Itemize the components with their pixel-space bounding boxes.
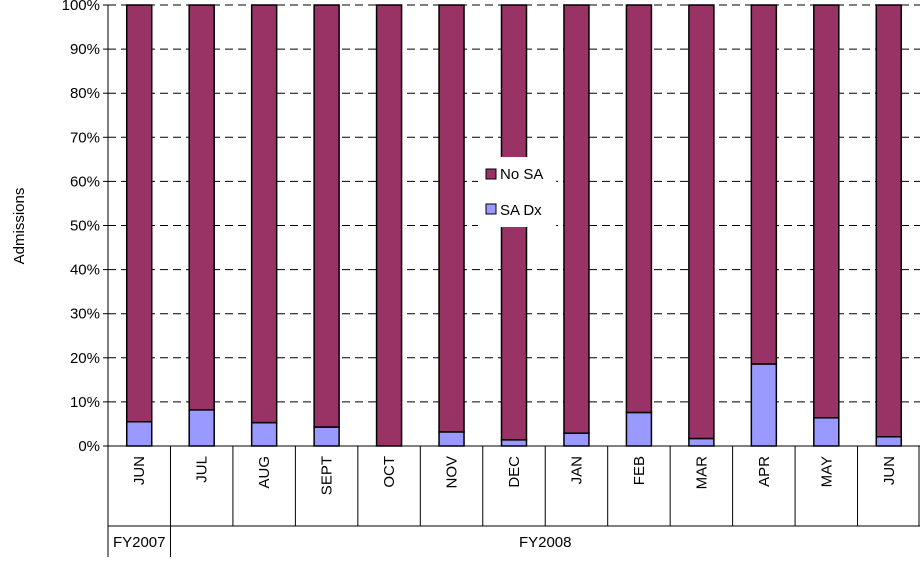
x-group-label: FY2008 xyxy=(519,534,572,551)
y-tick-label: 100% xyxy=(62,0,100,14)
x-tick-label: JAN xyxy=(568,456,585,484)
bar-segment-sa-dx xyxy=(188,409,215,447)
legend-label-no-sa: No SA xyxy=(500,166,543,183)
bar-segment-no-sa xyxy=(188,4,215,411)
legend-swatch-sa-dx xyxy=(485,203,497,215)
bar-segment-no-sa xyxy=(313,4,340,428)
x-tick-label: DEC xyxy=(506,456,523,488)
x-tick-label: NOV xyxy=(444,456,461,489)
bar-segment-sa-dx xyxy=(500,439,528,447)
bar-segment-no-sa xyxy=(250,4,278,424)
bar-segment-no-sa xyxy=(750,4,778,365)
bar-segment-sa-dx xyxy=(250,421,278,447)
bar-segment-sa-dx xyxy=(563,432,590,447)
bar-segment-no-sa xyxy=(375,4,403,447)
bar-segment-sa-dx xyxy=(125,420,153,447)
bar-segment-no-sa xyxy=(438,4,465,433)
y-tick-label: 40% xyxy=(70,262,100,279)
bar-segment-sa-dx xyxy=(625,411,653,447)
bar-segment-no-sa xyxy=(625,4,653,414)
x-tick-label: MAY xyxy=(818,456,835,487)
y-tick-label: 0% xyxy=(78,438,100,455)
x-tick-label: JUL xyxy=(194,456,211,483)
bar-segment-sa-dx xyxy=(750,363,778,447)
bars xyxy=(125,4,903,447)
x-group-labels: FY2007 FY2008 xyxy=(113,526,572,557)
bar-segment-sa-dx xyxy=(313,426,340,447)
x-tick-label: MAR xyxy=(693,456,710,490)
y-tick-label: 90% xyxy=(70,41,100,58)
y-tick-label: 70% xyxy=(70,129,100,146)
y-tick-label: 50% xyxy=(70,218,100,235)
x-tick-label: JUN xyxy=(881,456,898,485)
bar-segment-no-sa xyxy=(875,4,903,438)
y-axis-label: Admissions xyxy=(11,188,28,265)
legend-swatch-no-sa xyxy=(485,168,497,180)
x-tick-label: JUN xyxy=(131,456,148,485)
x-tick-label: FEB xyxy=(631,456,648,485)
y-tick-label: 80% xyxy=(70,85,100,102)
bar-segment-no-sa xyxy=(813,4,840,419)
x-tick-label: AUG xyxy=(256,456,273,489)
legend-label-sa-dx: SA Dx xyxy=(500,202,542,219)
legend: No SA SA Dx xyxy=(478,157,556,227)
bar-segment-no-sa xyxy=(688,4,715,440)
bar-segment-no-sa xyxy=(563,4,590,434)
y-tick-labels: 0% 10% 20% 30% 40% 50% 60% 70% 80% 90% 100% xyxy=(62,0,100,455)
bar-segment-no-sa xyxy=(125,4,153,423)
x-tick-label: APR xyxy=(756,456,773,487)
x-group-label: FY2007 xyxy=(113,534,166,551)
x-tick-label: OCT xyxy=(381,456,398,488)
bar-segment-sa-dx xyxy=(438,431,465,447)
y-tick-label: 60% xyxy=(70,173,100,190)
bar-segment-sa-dx xyxy=(688,437,715,447)
y-tick-label: 20% xyxy=(70,350,100,367)
x-tick-labels: JUN JUL AUG SEPT OCT NOV DEC JAN FEB MAR APR MAY JUN xyxy=(131,456,898,495)
bar-segment-sa-dx xyxy=(875,435,903,447)
axes xyxy=(107,5,920,557)
y-tick-label: 30% xyxy=(70,306,100,323)
y-tick-label: 10% xyxy=(70,394,100,411)
bar-segment-sa-dx xyxy=(813,417,840,447)
x-tick-label: SEPT xyxy=(319,456,336,495)
